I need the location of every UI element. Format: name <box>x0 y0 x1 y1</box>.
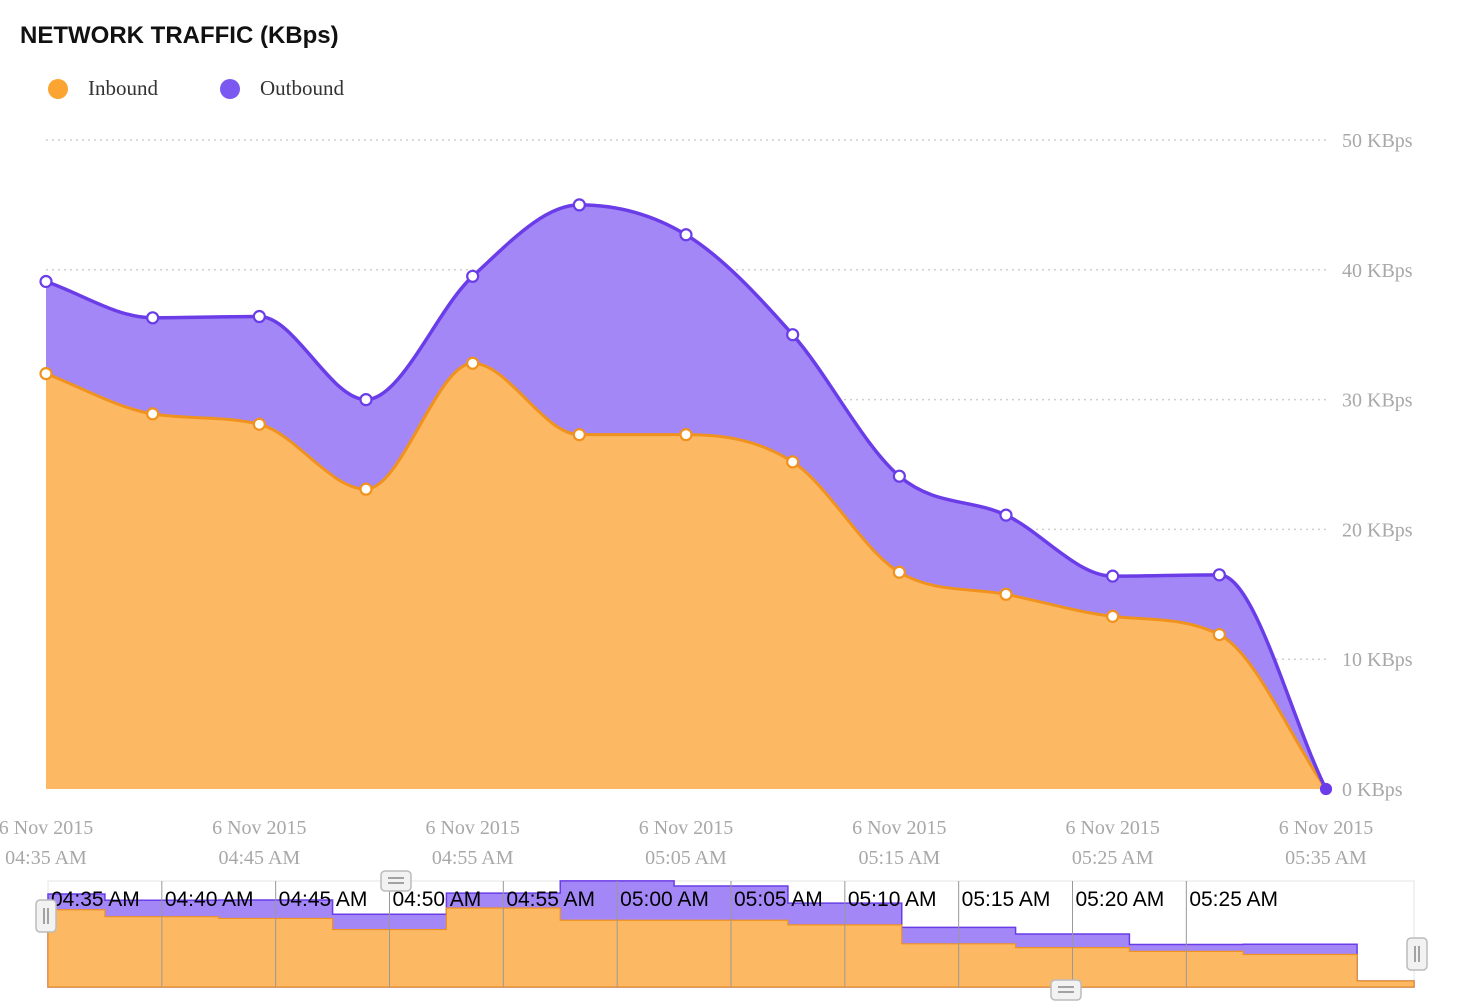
navigator-left-handle[interactable] <box>35 899 57 933</box>
outbound-point[interactable] <box>1106 569 1120 583</box>
legend: Inbound Outbound <box>48 76 406 101</box>
legend-item-inbound[interactable]: Inbound <box>48 76 158 101</box>
inbound-point[interactable] <box>359 482 373 496</box>
outbound-point[interactable] <box>679 228 693 242</box>
legend-label-inbound: Inbound <box>88 76 158 100</box>
inbound-point[interactable] <box>252 417 266 431</box>
y-tick-label: 10 KBps <box>1342 649 1413 671</box>
inbound-point[interactable] <box>572 428 586 442</box>
outbound-point[interactable] <box>146 311 160 325</box>
x-tick-date: 6 Nov 2015 <box>1065 817 1159 839</box>
inbound-point[interactable] <box>39 367 53 381</box>
navigator-label: 05:20 AM <box>1076 888 1165 911</box>
navigator-label: 05:10 AM <box>848 888 937 911</box>
outbound-point[interactable] <box>252 309 266 324</box>
x-tick-time: 05:15 AM <box>858 847 940 869</box>
outbound-point[interactable] <box>572 198 586 212</box>
navigator-label: 04:35 AM <box>51 888 140 911</box>
inbound-point[interactable] <box>466 356 480 370</box>
y-tick-label: 30 KBps <box>1342 390 1413 412</box>
outbound-point[interactable] <box>892 469 906 483</box>
navigator-top-handle-body[interactable] <box>380 870 412 892</box>
inbound-point[interactable] <box>1106 609 1120 623</box>
x-tick-time: 05:35 AM <box>1285 847 1367 869</box>
y-tick-label: 0 KBps <box>1342 779 1403 801</box>
navigator-bottom-handle[interactable] <box>1050 979 1082 1001</box>
outbound-point[interactable] <box>359 393 373 407</box>
outbound-line <box>45 203 1328 790</box>
inbound-point[interactable] <box>1212 627 1226 642</box>
x-tick-date: 6 Nov 2015 <box>0 817 93 839</box>
legend-label-outbound: Outbound <box>260 76 344 100</box>
navigator-label: 04:55 AM <box>506 888 595 911</box>
navigator-label: 04:45 AM <box>279 888 368 911</box>
inbound-point[interactable] <box>999 587 1013 601</box>
x-axis: 6 Nov 2015 04:35 AM 6 Nov 2015 04:45 AM 6 No… <box>0 817 1373 869</box>
chart-title: NETWORK TRAFFIC (KBps) <box>20 22 339 49</box>
inbound-point[interactable] <box>786 455 800 469</box>
x-tick-time: 04:45 AM <box>218 847 300 869</box>
x-tick-date: 6 Nov 2015 <box>1279 817 1373 839</box>
navigator-label: 05:00 AM <box>620 888 709 911</box>
navigator[interactable]: 04:35 AM 04:40 AM 04:45 AM 04:50 AM 04:55 AM… <box>35 870 1428 1001</box>
inbound-point[interactable] <box>679 428 693 442</box>
legend-item-outbound[interactable]: Outbound <box>220 76 344 101</box>
outbound-marker-icon <box>220 78 240 99</box>
outbound-point[interactable] <box>999 508 1013 522</box>
inbound-marker-icon <box>48 78 68 99</box>
x-tick-time: 05:25 AM <box>1072 847 1154 869</box>
outbound-point[interactable] <box>39 274 53 289</box>
y-tick-label: 40 KBps <box>1342 260 1413 282</box>
inbound-area <box>46 363 1326 789</box>
y-tick-label: 20 KBps <box>1342 519 1413 541</box>
data-points <box>39 198 1333 796</box>
x-tick-time: 04:55 AM <box>432 847 514 869</box>
navigator-label: 04:40 AM <box>165 888 254 911</box>
x-tick-date: 6 Nov 2015 <box>425 817 519 839</box>
inbound-point[interactable] <box>892 565 906 579</box>
navigator-left-handle-body[interactable] <box>35 899 57 933</box>
outbound-point[interactable] <box>466 269 480 283</box>
outbound-area <box>46 204 1326 789</box>
x-tick-time: 05:05 AM <box>645 847 727 869</box>
navigator-top-handle[interactable] <box>380 870 412 892</box>
navigator-label: 05:15 AM <box>962 888 1051 911</box>
y-tick-label: 50 KBps <box>1342 130 1413 152</box>
navigator-label: 05:25 AM <box>1189 888 1278 911</box>
navigator-right-handle-body[interactable] <box>1406 937 1428 971</box>
x-tick-date: 6 Nov 2015 <box>639 817 733 839</box>
outbound-point[interactable] <box>786 328 800 342</box>
outbound-point[interactable] <box>1212 568 1226 582</box>
outbound-point[interactable] <box>1319 782 1333 796</box>
y-axis: 0 KBps 10 KBps 20 KBps 30 KBps 40 KBps 50 KBp… <box>1342 130 1413 801</box>
x-tick-date: 6 Nov 2015 <box>212 817 306 839</box>
inbound-point[interactable] <box>146 407 160 421</box>
navigator-label: 04:50 AM <box>393 888 482 911</box>
x-tick-time: 04:35 AM <box>5 847 87 869</box>
navigator-label: 05:05 AM <box>734 888 823 911</box>
navigator-right-handle[interactable] <box>1406 937 1428 971</box>
navigator-bottom-handle-body[interactable] <box>1050 979 1082 1001</box>
x-tick-date: 6 Nov 2015 <box>852 817 946 839</box>
